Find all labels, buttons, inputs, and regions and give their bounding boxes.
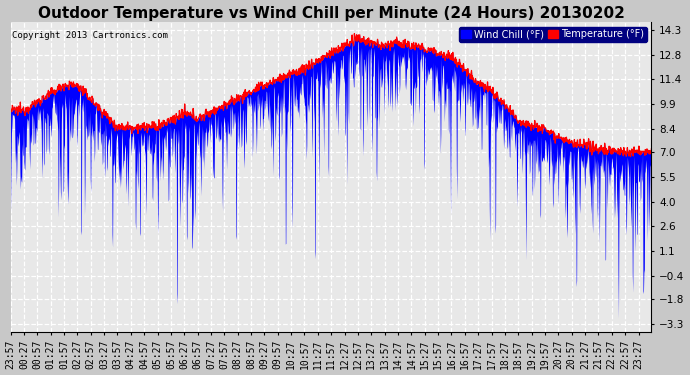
Title: Outdoor Temperature vs Wind Chill per Minute (24 Hours) 20130202: Outdoor Temperature vs Wind Chill per Mi… <box>37 6 624 21</box>
Legend: Wind Chill (°F), Temperature (°F): Wind Chill (°F), Temperature (°F) <box>459 27 647 42</box>
Text: Copyright 2013 Cartronics.com: Copyright 2013 Cartronics.com <box>12 31 168 40</box>
